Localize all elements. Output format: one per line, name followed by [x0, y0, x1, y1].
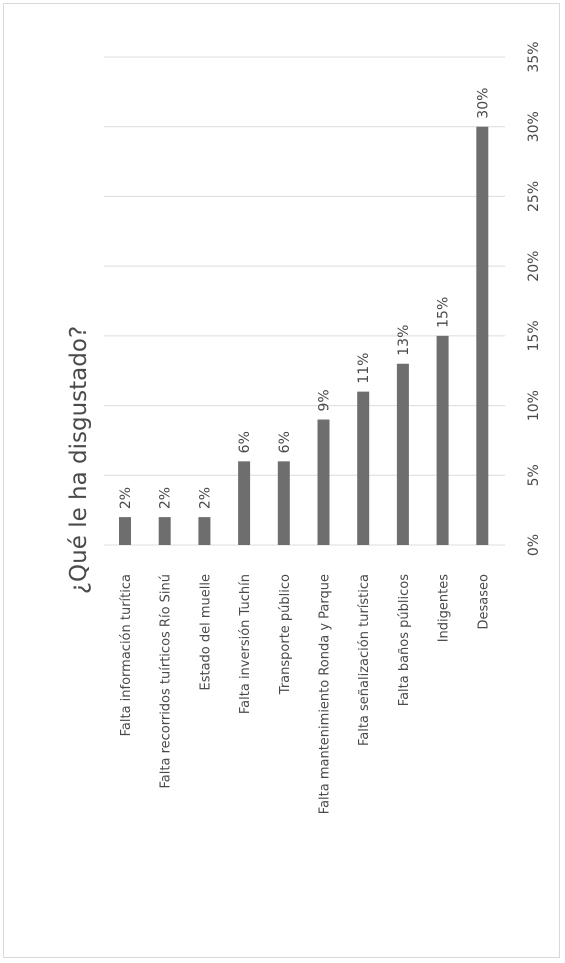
data-label: 2%: [158, 487, 174, 509]
data-label: 2%: [197, 487, 213, 509]
category-labels: Falta información turítica Falta recorrid…: [119, 574, 491, 814]
bar: [436, 335, 449, 545]
bar: [238, 461, 251, 545]
category-label: Falta baños públicos: [397, 574, 412, 706]
y-tick-label: 25%: [526, 181, 542, 212]
data-label: 13%: [396, 325, 412, 356]
bar: [357, 391, 370, 545]
data-label: 6%: [237, 431, 253, 453]
category-label: Falta señalización turística: [357, 574, 372, 746]
y-tick-label: 20%: [526, 251, 542, 282]
data-label: 30%: [475, 88, 491, 119]
bar: [198, 517, 211, 545]
y-axis-ticks: 0% 5% 10% 15% 20% 25% 30% 35%: [526, 41, 542, 556]
category-label: Falta inversión Tuchín: [238, 574, 253, 714]
category-label: Falta mantenimiento Ronda y Parque: [318, 574, 333, 814]
bar: [317, 419, 330, 545]
category-label: Indigentes: [437, 574, 452, 643]
y-tick-label: 10%: [526, 390, 542, 421]
bar: [476, 126, 489, 545]
bar: [119, 517, 131, 545]
bar: [277, 461, 290, 545]
category-label: Desaseo: [476, 574, 491, 630]
y-tick-label: 35%: [526, 41, 542, 72]
bars: [119, 126, 489, 545]
bar: [158, 517, 171, 545]
y-tick-label: 30%: [526, 111, 542, 142]
category-label: Falta recorridos tuírticos Río Sinú: [159, 574, 174, 788]
bar: [396, 363, 409, 545]
data-label: 6%: [277, 431, 293, 453]
category-label: Estado del muelle: [198, 574, 213, 691]
data-label: 9%: [317, 389, 333, 411]
y-tick-label: 0%: [526, 534, 542, 556]
chart-title: ¿Qué le ha disgustado?: [66, 326, 92, 594]
data-label: 11%: [356, 353, 372, 384]
category-label: Transporte público: [278, 574, 293, 695]
y-tick-label: 5%: [526, 464, 542, 486]
y-tick-label: 15%: [526, 320, 542, 351]
data-labels: 2% 2% 2% 6% 6% 9% 11% 13% 15% 30%: [118, 88, 491, 510]
data-label: 2%: [118, 487, 134, 509]
category-label: Falta información turítica: [119, 574, 134, 736]
data-label: 15%: [436, 297, 452, 328]
